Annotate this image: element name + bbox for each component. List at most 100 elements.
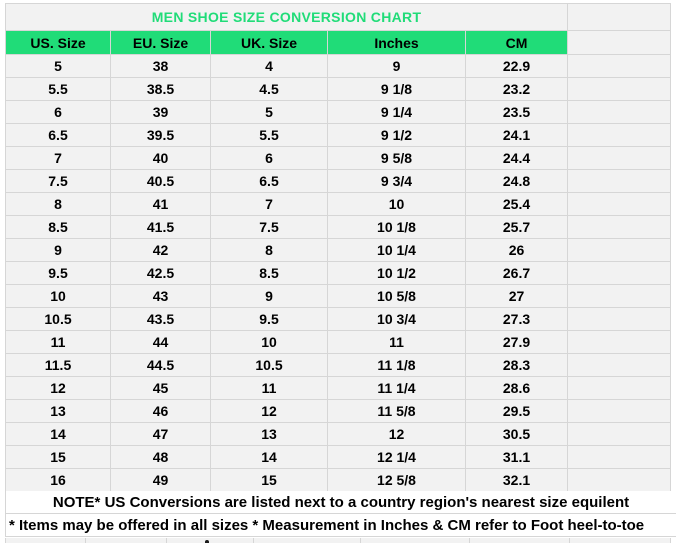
table-cell: 22.9 (464, 54, 569, 78)
table-cell: 39 (110, 100, 211, 124)
empty-cell (567, 261, 672, 285)
table-cell: 24.4 (464, 146, 569, 170)
table-cell: 11 1/4 (327, 376, 466, 400)
table-row: 7 40 6 9 5/8 24.4 (5, 146, 672, 170)
table-cell: 30.5 (464, 422, 569, 446)
empty-cell (6, 538, 86, 543)
table-row: 14 47 13 12 30.5 (5, 422, 672, 446)
empty-cell (567, 284, 672, 308)
table-cell: 31.1 (464, 445, 569, 469)
empty-cell (567, 30, 672, 55)
table-row: 9.5 42.5 8.5 10 1/2 26.7 (5, 261, 672, 285)
table-row: 15 48 14 12 1/4 31.1 (5, 445, 672, 469)
table-row: 10 43 9 10 5/8 27 (5, 284, 672, 308)
empty-cell (570, 538, 671, 543)
table-cell: 49 (110, 468, 211, 492)
table-cell: 24.1 (464, 123, 569, 147)
table-body: 5 38 4 9 22.9 5.5 38.5 4.5 9 1/8 23.2 6 39 5 9 1/4 23.… (5, 54, 672, 492)
table-cell: 4.5 (210, 77, 328, 101)
table-cell: 6.5 (210, 169, 328, 193)
table-cell: 14 (210, 445, 328, 469)
table-cell: 42 (110, 238, 211, 262)
table-cell: 8 (210, 238, 328, 262)
empty-cell (167, 538, 254, 543)
table-cell: 10 3/4 (327, 307, 466, 331)
table-cell: 12 (5, 376, 111, 400)
empty-cell (567, 54, 672, 78)
table-row: 13 46 12 11 5/8 29.5 (5, 399, 672, 423)
table-cell: 10 (327, 192, 466, 216)
note-row-measurement: * Items may be offered in all sizes * Me… (5, 514, 676, 537)
empty-cell (567, 192, 672, 216)
table-row: 6.5 39.5 5.5 9 1/2 24.1 (5, 123, 672, 147)
table-row: 11 44 10 11 27.9 (5, 330, 672, 354)
table-cell: 40.5 (110, 169, 211, 193)
table-cell: 11 1/8 (327, 353, 466, 377)
table-cell: 39.5 (110, 123, 211, 147)
column-header-uk-size: UK. Size (210, 30, 328, 55)
table-cell: 41.5 (110, 215, 211, 239)
conversion-table: MEN SHOE SIZE CONVERSION CHART US. Size … (4, 3, 672, 492)
table-cell: 41 (110, 192, 211, 216)
table-cell: 14 (5, 422, 111, 446)
table-cell: 9 1/4 (327, 100, 466, 124)
table-cell: 5 (5, 54, 111, 78)
table-cell: 10 1/4 (327, 238, 466, 262)
empty-cell (567, 77, 672, 101)
table-row: 7.5 40.5 6.5 9 3/4 24.8 (5, 169, 672, 193)
table-cell: 9 3/4 (327, 169, 466, 193)
table-cell: 8 (5, 192, 111, 216)
table-cell: 11 (210, 376, 328, 400)
table-cell: 44 (110, 330, 211, 354)
empty-cell (361, 538, 470, 543)
empty-cell (254, 538, 361, 543)
table-cell: 9 (327, 54, 466, 78)
partial-grid-row (5, 538, 676, 543)
empty-cell (567, 468, 672, 492)
table-cell: 32.1 (464, 468, 569, 492)
table-cell: 45 (110, 376, 211, 400)
table-cell: 7.5 (210, 215, 328, 239)
clipped-text-fragment (205, 540, 209, 543)
table-row: 5.5 38.5 4.5 9 1/8 23.2 (5, 77, 672, 101)
table-cell: 9 5/8 (327, 146, 466, 170)
table-cell: 27 (464, 284, 569, 308)
table-cell: 6 (5, 100, 111, 124)
table-cell: 7 (5, 146, 111, 170)
empty-cell (567, 353, 672, 377)
table-row: 16 49 15 12 5/8 32.1 (5, 468, 672, 492)
empty-cell (567, 3, 672, 31)
table-cell: 25.7 (464, 215, 569, 239)
table-cell: 13 (210, 422, 328, 446)
table-cell: 40 (110, 146, 211, 170)
table-cell: 47 (110, 422, 211, 446)
empty-cell (567, 422, 672, 446)
table-cell: 10 (5, 284, 111, 308)
table-row: 12 45 11 11 1/4 28.6 (5, 376, 672, 400)
empty-cell (567, 238, 672, 262)
table-cell: 48 (110, 445, 211, 469)
table-cell: 43.5 (110, 307, 211, 331)
column-header-us-size: US. Size (5, 30, 111, 55)
table-cell: 9 1/2 (327, 123, 466, 147)
table-cell: 15 (210, 468, 328, 492)
table-cell: 28.3 (464, 353, 569, 377)
empty-cell (567, 146, 672, 170)
table-cell: 23.2 (464, 77, 569, 101)
table-row: 5 38 4 9 22.9 (5, 54, 672, 78)
table-cell: 12 (327, 422, 466, 446)
table-cell: 10.5 (210, 353, 328, 377)
table-cell: 43 (110, 284, 211, 308)
table-row: 11.5 44.5 10.5 11 1/8 28.3 (5, 353, 672, 377)
empty-cell (470, 538, 570, 543)
table-cell: 8.5 (5, 215, 111, 239)
table-cell: 6.5 (5, 123, 111, 147)
empty-cell (86, 538, 167, 543)
table-cell: 10 5/8 (327, 284, 466, 308)
column-header-eu-size: EU. Size (110, 30, 211, 55)
table-cell: 12 (210, 399, 328, 423)
table-cell: 42.5 (110, 261, 211, 285)
column-header-cm: CM (464, 30, 569, 55)
table-cell: 27.9 (464, 330, 569, 354)
